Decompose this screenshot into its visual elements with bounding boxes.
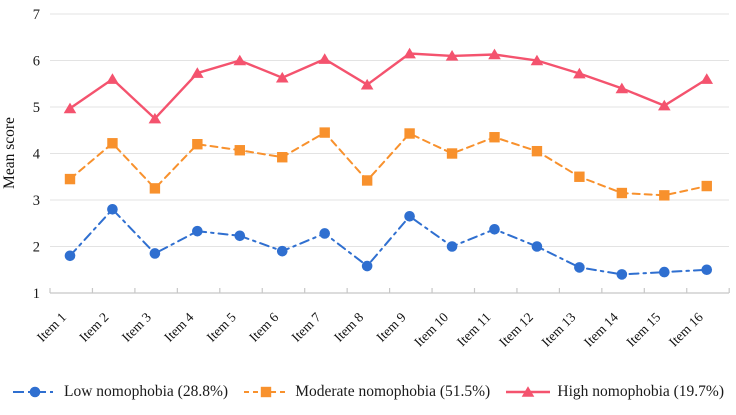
- series-line: [68, 52, 708, 121]
- data-point: [404, 210, 415, 222]
- y-tick-label: 5: [33, 100, 40, 116]
- data-point: [659, 266, 670, 278]
- data-point: [488, 48, 501, 60]
- data-point: [64, 250, 76, 262]
- x-axis-label: Item 15: [623, 309, 663, 349]
- legend-marker-triangle-icon: [506, 386, 551, 397]
- y-tick-label: 6: [33, 54, 40, 70]
- x-axis-label: Item 11: [454, 310, 494, 350]
- data-point: [148, 112, 162, 124]
- y-axis-title: Mean score: [1, 117, 18, 189]
- data-point: [701, 180, 712, 192]
- x-axis-label: Item 10: [411, 309, 451, 349]
- data-point: [574, 262, 585, 273]
- data-point: [319, 228, 331, 239]
- data-point: [403, 47, 416, 59]
- data-point: [531, 145, 543, 157]
- data-point: [234, 230, 246, 242]
- legend-label: Moderate nomophobia (51.5%): [295, 383, 491, 400]
- x-axis-label: Item 9: [373, 309, 408, 344]
- x-axis-label: Item 3: [119, 309, 154, 344]
- data-point: [701, 264, 713, 276]
- x-axis-label: Item 13: [538, 309, 578, 349]
- y-tick-label: 4: [33, 147, 41, 163]
- data-point: [360, 78, 374, 90]
- data-point: [191, 67, 204, 78]
- data-point: [275, 71, 289, 83]
- data-point: [318, 53, 331, 64]
- x-axis-label: Item 4: [161, 309, 196, 344]
- data-point: [319, 127, 330, 138]
- data-point: [531, 241, 543, 252]
- data-point: [404, 128, 415, 139]
- x-axis-label: Item 12: [496, 310, 536, 350]
- data-point: [361, 175, 373, 186]
- legend-item-high-nomophobia: High nomophobia (19.7%): [505, 383, 724, 401]
- x-axis-label: Item 8: [331, 309, 366, 344]
- legend-marker-square-icon: [244, 386, 289, 398]
- y-tick-label: 1: [33, 286, 40, 302]
- data-point: [106, 73, 119, 84]
- legend-marker: [261, 386, 272, 398]
- data-point: [574, 171, 585, 182]
- legend-item-low-nomophobia: Low nomophobia (28.8%): [12, 383, 228, 401]
- legend: Low nomophobia (28.8%) Moderate nomophob…: [12, 381, 724, 403]
- data-point: [64, 173, 76, 185]
- x-axis-label: Item 1: [34, 310, 69, 345]
- data-point: [192, 225, 203, 237]
- x-axis-label: Item 14: [581, 309, 621, 349]
- legend-marker-circle-icon: [13, 386, 57, 398]
- data-point: [446, 148, 458, 159]
- data-point: [107, 204, 118, 215]
- legend-marker: [29, 386, 41, 398]
- x-axis-label: Item 16: [666, 309, 706, 349]
- legend-label: Low nomophobia (28.8%): [64, 383, 229, 400]
- data-point: [489, 223, 500, 235]
- data-point: [149, 248, 161, 259]
- data-point: [658, 99, 671, 111]
- data-point: [573, 67, 586, 79]
- data-point: [107, 138, 118, 149]
- data-point: [445, 50, 459, 61]
- x-axis-label: Item 6: [246, 309, 281, 344]
- data-point: [446, 241, 458, 252]
- data-point: [149, 183, 161, 194]
- data-point: [700, 73, 714, 84]
- data-point: [530, 54, 544, 66]
- data-point: [489, 132, 500, 143]
- legend-marker: [522, 386, 535, 397]
- legend-label: High nomophobia (19.7%): [557, 383, 724, 400]
- data-point: [277, 152, 288, 163]
- y-tick-label: 2: [33, 240, 40, 256]
- data-point: [659, 190, 670, 201]
- x-axis-label: Item 2: [76, 310, 111, 345]
- data-point: [615, 82, 629, 94]
- data-point: [234, 145, 245, 156]
- y-tick-label: 7: [33, 7, 40, 23]
- legend-item-moderate-nomophobia: Moderate nomophobia (51.5%): [243, 383, 490, 401]
- data-point: [192, 139, 203, 150]
- series-line: [69, 207, 708, 276]
- data-point: [233, 54, 247, 66]
- data-point: [276, 245, 288, 257]
- data-point: [63, 102, 77, 114]
- series-line: [69, 131, 708, 197]
- x-axis-label: Item 7: [289, 309, 324, 344]
- data-point: [361, 260, 373, 272]
- x-axis-label: Item 5: [204, 309, 239, 344]
- data-point: [616, 187, 628, 199]
- y-tick-label: 3: [33, 193, 40, 209]
- data-point: [616, 269, 628, 280]
